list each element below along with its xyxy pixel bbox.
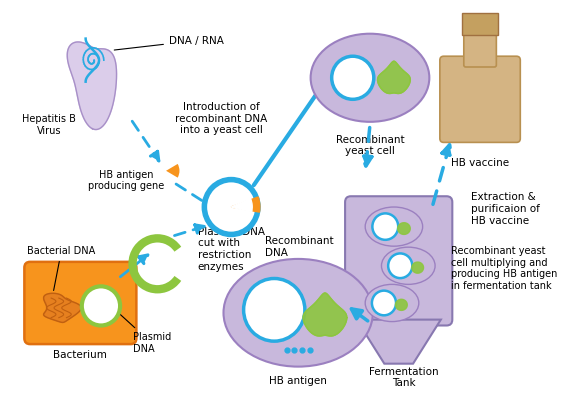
Ellipse shape: [223, 259, 373, 367]
Wedge shape: [231, 198, 252, 213]
Circle shape: [82, 286, 120, 325]
Circle shape: [388, 253, 412, 278]
Polygon shape: [378, 61, 411, 93]
FancyBboxPatch shape: [462, 13, 499, 35]
Text: Recombinant yeast
cell multiplying and
producing HB antigen
in fermentation tank: Recombinant yeast cell multiplying and p…: [452, 246, 558, 291]
Circle shape: [372, 291, 396, 315]
Polygon shape: [357, 320, 441, 364]
Polygon shape: [43, 293, 81, 322]
Circle shape: [204, 180, 258, 234]
Text: Bacterium: Bacterium: [53, 350, 107, 360]
FancyBboxPatch shape: [24, 262, 137, 344]
Text: Fermentation
Tank: Fermentation Tank: [369, 367, 438, 388]
Text: Recombinant
yeast cell: Recombinant yeast cell: [336, 135, 404, 156]
Text: DNA / RNA: DNA / RNA: [114, 35, 224, 50]
Ellipse shape: [310, 34, 430, 122]
FancyBboxPatch shape: [345, 196, 452, 325]
Ellipse shape: [365, 207, 423, 246]
FancyBboxPatch shape: [464, 29, 496, 67]
Text: Extraction &
purificaion of
HB vaccine: Extraction & purificaion of HB vaccine: [471, 192, 540, 225]
Polygon shape: [303, 293, 347, 336]
Polygon shape: [412, 262, 424, 273]
Circle shape: [332, 56, 374, 99]
Ellipse shape: [365, 284, 419, 322]
Text: Bacterial DNA: Bacterial DNA: [27, 246, 96, 290]
Text: Recombinant
DNA: Recombinant DNA: [265, 236, 334, 258]
FancyBboxPatch shape: [440, 56, 521, 142]
Text: Introduction of
recombinant DNA
into a yeast cell: Introduction of recombinant DNA into a y…: [175, 102, 267, 136]
Polygon shape: [398, 223, 411, 234]
Circle shape: [372, 214, 398, 240]
Wedge shape: [231, 197, 260, 212]
Circle shape: [244, 279, 305, 341]
Text: HB vaccine: HB vaccine: [451, 158, 509, 168]
Text: Plasmid
DNA: Plasmid DNA: [118, 313, 171, 354]
Polygon shape: [67, 42, 116, 130]
Wedge shape: [166, 164, 179, 178]
Text: Plasmid DNA
cut with
restriction
enzymes: Plasmid DNA cut with restriction enzymes: [197, 227, 265, 271]
Text: HB antigen: HB antigen: [269, 376, 327, 387]
Text: Hepatitis B
Virus: Hepatitis B Virus: [23, 114, 76, 136]
Text: HB antigen
producing gene: HB antigen producing gene: [88, 170, 164, 191]
Polygon shape: [395, 299, 407, 310]
Ellipse shape: [382, 247, 435, 284]
